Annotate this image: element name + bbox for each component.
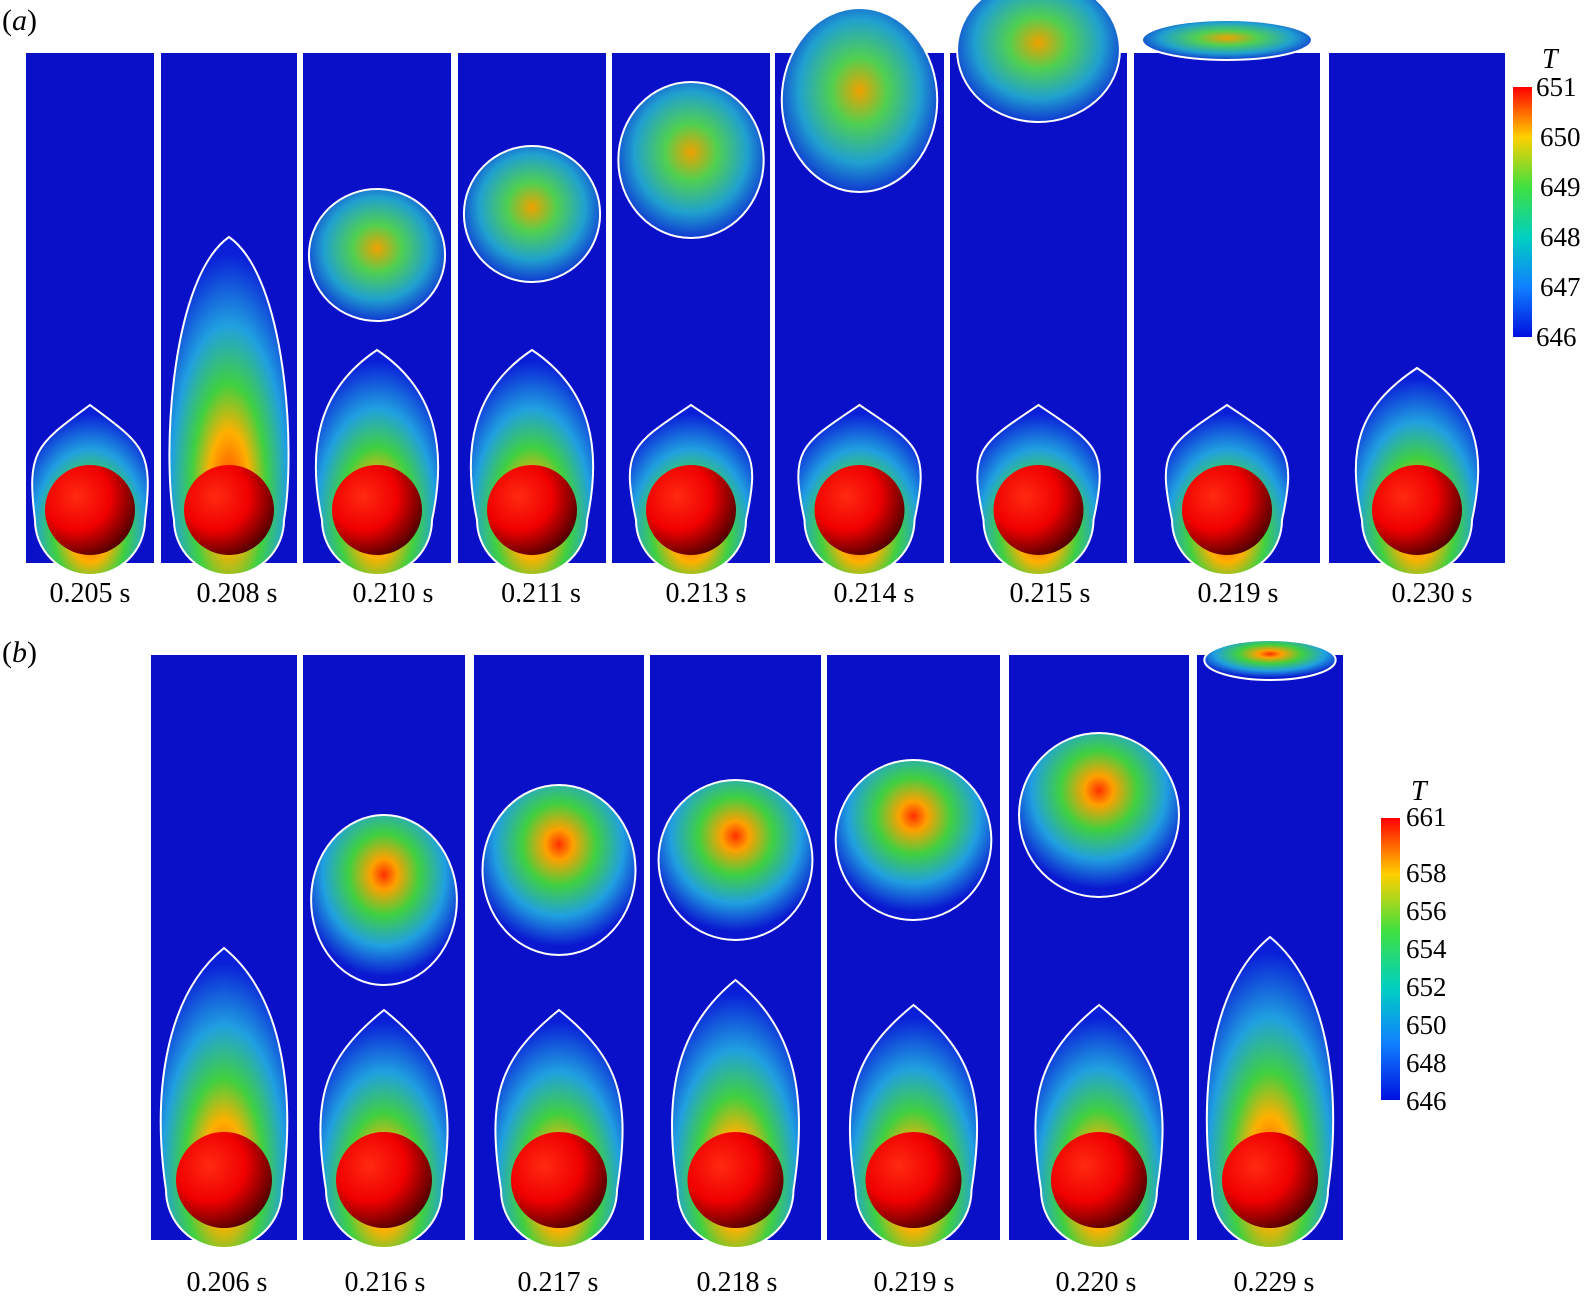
heated-sphere bbox=[332, 465, 422, 555]
panel-b-frames bbox=[151, 639, 1343, 1249]
heated-sphere bbox=[865, 1132, 962, 1228]
heated-sphere bbox=[487, 465, 577, 555]
panel-a-frames bbox=[26, 0, 1505, 576]
detached-bubble bbox=[1141, 19, 1313, 61]
detached-bubble bbox=[462, 145, 602, 283]
heated-sphere bbox=[184, 465, 274, 555]
heated-sphere bbox=[646, 465, 736, 555]
heated-sphere bbox=[1372, 465, 1462, 555]
simulation-frame-b bbox=[1009, 655, 1189, 1249]
heated-sphere bbox=[814, 465, 905, 555]
frame-a-time: 0.213 s bbox=[665, 578, 747, 609]
colorbar-b-tick: 654 bbox=[1406, 934, 1447, 964]
colorbar-a bbox=[1513, 87, 1532, 337]
heated-sphere bbox=[1182, 465, 1272, 555]
heated-sphere bbox=[511, 1132, 607, 1228]
colorbar-b-tick: 646 bbox=[1406, 1086, 1447, 1116]
colorbar-a-tick: 649 bbox=[1540, 172, 1581, 202]
simulation-frame-a bbox=[303, 53, 451, 576]
panel-a-label: (a) bbox=[2, 4, 37, 37]
heated-sphere bbox=[1222, 1132, 1318, 1228]
frame-b-time: 0.229 s bbox=[1233, 1267, 1315, 1298]
colorbar-a-tick: 647 bbox=[1540, 272, 1581, 302]
detached-bubble bbox=[481, 784, 637, 956]
frame-b-time: 0.220 s bbox=[1055, 1267, 1137, 1298]
simulation-frame-a bbox=[775, 7, 944, 576]
simulation-frame-a bbox=[26, 53, 154, 576]
colorbar-b-tick: 658 bbox=[1406, 858, 1447, 888]
detached-bubble bbox=[307, 188, 447, 322]
colorbar-b bbox=[1381, 818, 1400, 1100]
simulation-frame-b bbox=[151, 655, 297, 1249]
simulation-frame-a bbox=[950, 0, 1127, 576]
colorbar-b-tick: 656 bbox=[1406, 896, 1447, 926]
simulation-frame-b bbox=[827, 655, 1000, 1249]
frame-a-time: 0.211 s bbox=[501, 578, 581, 609]
simulation-frame-a bbox=[612, 53, 770, 576]
simulation-frame-b bbox=[303, 655, 465, 1249]
colorbar-b-tick: 650 bbox=[1406, 1010, 1447, 1040]
colorbar-b-tick: 648 bbox=[1406, 1048, 1447, 1078]
simulation-frame-b bbox=[1197, 639, 1343, 1249]
colorbar-b-title: T bbox=[1411, 776, 1427, 807]
colorbar-a-tick: 648 bbox=[1540, 222, 1581, 252]
panel-b-label: (b) bbox=[2, 636, 37, 669]
simulation-frame-a bbox=[1134, 19, 1320, 576]
heated-sphere bbox=[45, 465, 135, 555]
simulation-frame-a bbox=[1329, 53, 1505, 576]
heated-sphere bbox=[176, 1132, 272, 1228]
colorbar-b-tick: 652 bbox=[1406, 972, 1447, 1002]
detached-bubble bbox=[780, 7, 939, 193]
detached-bubble bbox=[310, 814, 458, 986]
frame-b-time: 0.216 s bbox=[344, 1267, 426, 1298]
frame-a-time: 0.219 s bbox=[1197, 578, 1279, 609]
detached-bubble bbox=[956, 0, 1121, 123]
colorbar-a-tick: 650 bbox=[1540, 122, 1581, 152]
frame-a-time: 0.214 s bbox=[833, 578, 915, 609]
frame-b-time: 0.206 s bbox=[186, 1267, 268, 1298]
colorbar-b-tick: 661 bbox=[1406, 802, 1447, 832]
colorbar-a-tick: 646 bbox=[1536, 322, 1577, 352]
simulation-frame-b bbox=[650, 655, 821, 1249]
frame-a-time: 0.210 s bbox=[352, 578, 434, 609]
frame-a-time: 0.230 s bbox=[1391, 578, 1473, 609]
frame-b-time: 0.218 s bbox=[696, 1267, 778, 1298]
frame-b-time: 0.217 s bbox=[517, 1267, 599, 1298]
frame-a-time: 0.208 s bbox=[196, 578, 278, 609]
simulation-frame-a bbox=[161, 53, 297, 576]
detached-bubble bbox=[657, 779, 814, 941]
detached-bubble bbox=[617, 81, 765, 239]
heated-sphere bbox=[687, 1132, 784, 1228]
frame-b-time: 0.219 s bbox=[873, 1267, 955, 1298]
colorbar-a-title: T bbox=[1542, 44, 1558, 75]
detached-bubble bbox=[1203, 639, 1337, 681]
simulation-frame-b bbox=[474, 655, 644, 1249]
frame-a-time: 0.215 s bbox=[1009, 578, 1091, 609]
simulation-frame-a bbox=[458, 53, 606, 576]
detached-bubble bbox=[834, 759, 993, 921]
heated-sphere bbox=[993, 465, 1084, 555]
colorbar-a-tick: 651 bbox=[1536, 72, 1577, 102]
detached-bubble bbox=[1018, 732, 1180, 898]
heated-sphere bbox=[1051, 1132, 1147, 1228]
frame-a-time: 0.205 s bbox=[49, 578, 131, 609]
heated-sphere bbox=[336, 1132, 432, 1228]
